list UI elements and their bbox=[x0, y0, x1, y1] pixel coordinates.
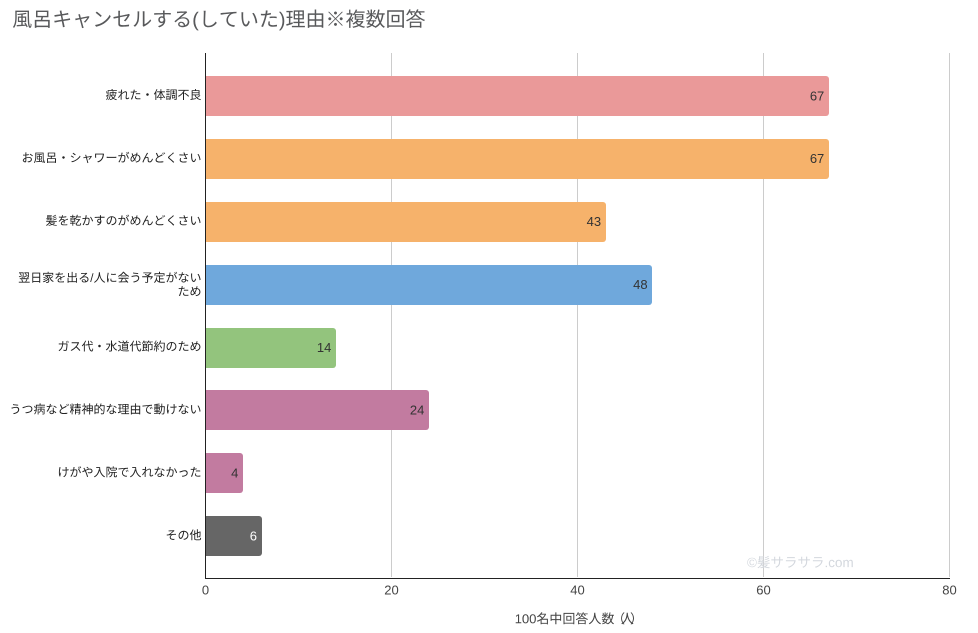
svg-text:6: 6 bbox=[250, 529, 257, 544]
svg-text:40: 40 bbox=[570, 582, 584, 597]
svg-text:43: 43 bbox=[587, 214, 601, 229]
svg-text:20: 20 bbox=[384, 582, 398, 597]
svg-text:67: 67 bbox=[810, 88, 824, 103]
svg-text:0: 0 bbox=[202, 582, 209, 597]
svg-text:4: 4 bbox=[231, 466, 238, 481]
svg-text:80: 80 bbox=[942, 582, 956, 597]
svg-text:24: 24 bbox=[410, 403, 424, 418]
svg-text:14: 14 bbox=[317, 340, 331, 355]
svg-text:60: 60 bbox=[756, 582, 770, 597]
svg-text:67: 67 bbox=[810, 151, 824, 166]
svg-text:48: 48 bbox=[633, 277, 647, 292]
